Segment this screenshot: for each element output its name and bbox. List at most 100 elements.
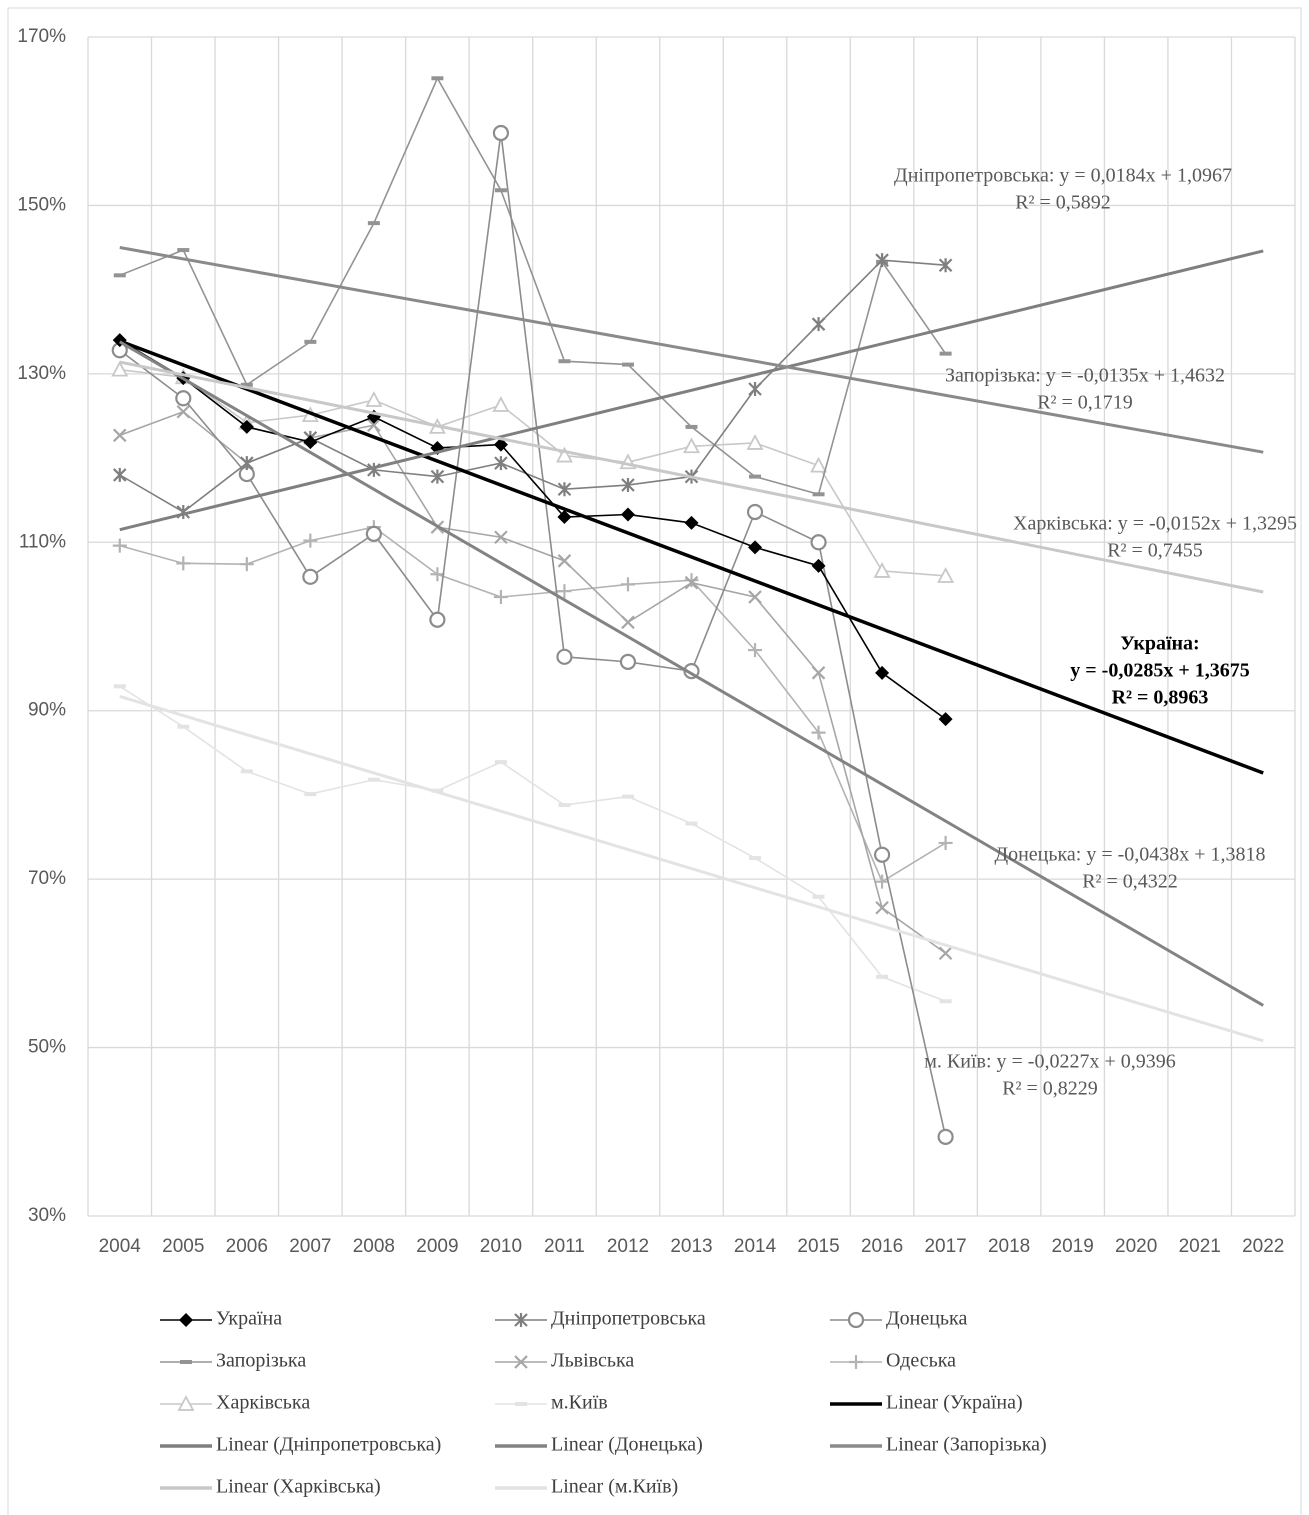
marker bbox=[494, 760, 507, 765]
marker bbox=[875, 665, 890, 680]
marker bbox=[176, 556, 191, 571]
y-tick-label: 90% bbox=[28, 700, 66, 721]
marker bbox=[810, 534, 827, 551]
legend-label: Дніпропетровська bbox=[551, 1308, 706, 1330]
marker bbox=[849, 1355, 863, 1369]
legend-label: Linear (м.Київ) bbox=[551, 1476, 678, 1498]
trend-line bbox=[119, 339, 1264, 775]
trend-line bbox=[119, 360, 1264, 594]
series-line bbox=[119, 526, 947, 883]
series-line bbox=[119, 685, 946, 1002]
legend-label: м.Київ bbox=[551, 1392, 608, 1414]
marker bbox=[937, 567, 955, 583]
chart-border bbox=[7, 7, 1302, 1515]
marker bbox=[112, 538, 127, 553]
marker bbox=[810, 456, 828, 473]
legend-label: Одеська bbox=[886, 1350, 956, 1372]
legend-item: Linear (Україна) bbox=[830, 1392, 1023, 1414]
legend-item: Одеська bbox=[830, 1350, 956, 1372]
marker bbox=[811, 725, 826, 740]
marker bbox=[367, 221, 380, 226]
series-line bbox=[119, 76, 947, 496]
marker bbox=[367, 777, 380, 782]
x-tick-label: 2016 bbox=[861, 1236, 903, 1257]
x-tick-label: 2013 bbox=[670, 1236, 712, 1257]
y-tick-label: 110% bbox=[19, 531, 66, 552]
y-tick-label: 30% bbox=[28, 1205, 66, 1226]
legend-item: Linear (Запорізька) bbox=[830, 1434, 1047, 1456]
marker bbox=[621, 362, 634, 367]
annotation: Україна: bbox=[1120, 633, 1199, 655]
marker bbox=[180, 1360, 192, 1364]
legend-label: Запорізька bbox=[216, 1350, 306, 1372]
marker bbox=[749, 856, 762, 861]
legend-item: Linear (Дніпропетровська) bbox=[160, 1434, 441, 1456]
annotation: Харківська: y = -0,0152x + 1,3295 bbox=[1013, 513, 1297, 535]
marker bbox=[514, 1313, 528, 1327]
marker bbox=[938, 258, 953, 273]
trend-line bbox=[119, 246, 1264, 454]
marker bbox=[492, 396, 510, 412]
marker bbox=[240, 769, 253, 774]
marker bbox=[494, 188, 507, 193]
series-line bbox=[119, 259, 946, 513]
x-tick-label: 2014 bbox=[734, 1236, 777, 1257]
marker bbox=[365, 391, 383, 407]
marker bbox=[112, 428, 127, 443]
annotation: R² = 0,8963 bbox=[1112, 687, 1209, 709]
x-tick-label: 2018 bbox=[988, 1236, 1030, 1257]
legend-label: Linear (Донецька) bbox=[551, 1434, 703, 1456]
marker bbox=[746, 434, 764, 450]
trend-line bbox=[119, 694, 1264, 1043]
marker bbox=[811, 317, 826, 332]
marker bbox=[873, 846, 891, 863]
marker bbox=[746, 503, 764, 521]
legend-label: Linear (Запорізька) bbox=[886, 1434, 1047, 1456]
y-tick-label: 50% bbox=[28, 1037, 66, 1058]
marker bbox=[876, 974, 889, 979]
legend-label: Linear (Дніпропетровська) bbox=[216, 1434, 441, 1456]
marker bbox=[557, 482, 572, 497]
annotation: Донецька: y = -0,0438x + 1,3818 bbox=[994, 844, 1265, 866]
marker bbox=[557, 554, 572, 568]
legend-item: Харківська bbox=[160, 1392, 310, 1414]
x-tick-label: 2005 bbox=[162, 1236, 204, 1257]
marker bbox=[557, 510, 572, 525]
marker bbox=[557, 584, 572, 599]
marker bbox=[177, 248, 190, 253]
marker bbox=[682, 437, 701, 454]
marker bbox=[303, 435, 318, 450]
marker bbox=[811, 666, 826, 680]
annotation: R² = 0,8229 bbox=[1002, 1078, 1098, 1100]
x-tick-label: 2006 bbox=[226, 1236, 268, 1257]
marker bbox=[875, 253, 889, 268]
legend-item: Linear (Харківська) bbox=[160, 1476, 381, 1498]
annotation: R² = 0,1719 bbox=[1037, 392, 1133, 414]
series-line bbox=[119, 132, 947, 1138]
marker bbox=[684, 573, 699, 588]
marker bbox=[303, 533, 318, 548]
legend-label: Україна bbox=[216, 1308, 282, 1330]
annotation: Дніпропетровська: y = 0,0184x + 1,0967 bbox=[894, 165, 1232, 187]
annotation: Запорізька: y = -0,0135x + 1,4632 bbox=[945, 365, 1225, 387]
marker bbox=[939, 999, 952, 1004]
marker bbox=[812, 492, 825, 497]
x-tick-label: 2019 bbox=[1052, 1236, 1094, 1257]
marker bbox=[938, 835, 953, 850]
annotation: R² = 0,4322 bbox=[1082, 871, 1178, 893]
marker bbox=[555, 446, 573, 463]
marker bbox=[684, 575, 699, 590]
legend-label: Linear (Харківська) bbox=[216, 1476, 381, 1498]
marker bbox=[619, 653, 637, 670]
marker bbox=[175, 390, 192, 407]
marker bbox=[939, 351, 952, 356]
marker bbox=[176, 404, 191, 419]
marker bbox=[621, 478, 635, 493]
x-tick-label: 2012 bbox=[607, 1236, 649, 1257]
legend-label: Linear (Україна) bbox=[886, 1392, 1023, 1414]
marker bbox=[240, 456, 254, 471]
marker bbox=[177, 1395, 195, 1411]
marker bbox=[304, 792, 317, 797]
trend-line bbox=[119, 340, 1264, 1007]
